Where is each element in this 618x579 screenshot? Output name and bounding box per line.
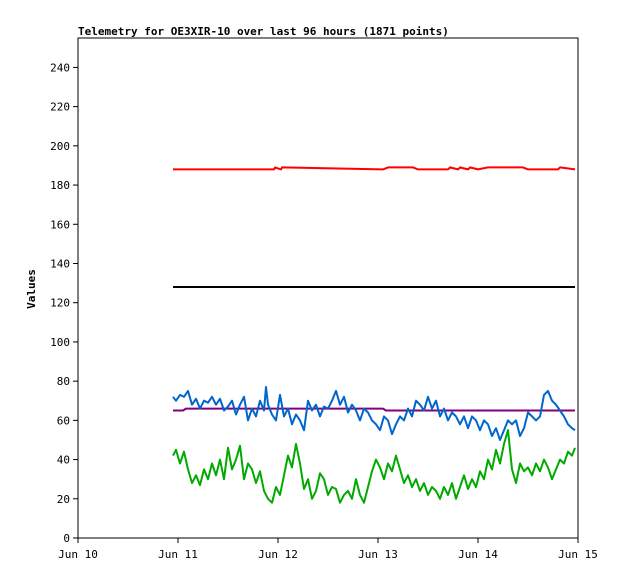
x-tick-label: Jun 12: [258, 548, 298, 561]
x-tick-label: Jun 13: [358, 548, 398, 561]
y-tick-label: 200: [50, 140, 70, 153]
y-tick-label: 60: [57, 414, 70, 427]
y-tick-label: 120: [50, 297, 70, 310]
y-tick-label: 180: [50, 179, 70, 192]
y-tick-label: 40: [57, 454, 70, 467]
y-axis-label: Values: [25, 269, 38, 309]
x-axis: Jun 10 Jun 11 Jun 12 Jun 13 Jun 14 Jun 15: [58, 538, 598, 561]
y-tick-label: 20: [57, 493, 70, 506]
chart-title: Telemetry for OE3XIR-10 over last 96 hou…: [78, 25, 449, 38]
y-tick-label: 140: [50, 257, 70, 270]
y-tick-label: 160: [50, 218, 70, 231]
series-line-3: [172, 386, 576, 441]
y-tick-label: 100: [50, 336, 70, 349]
y-tick-label: 220: [50, 101, 70, 114]
series-line-4: [172, 429, 576, 504]
series-layer: [172, 166, 576, 504]
series-line-2: [173, 407, 575, 412]
y-axis: 0 20 40 60 80 100 120 140 160 180 200 220 240: [50, 61, 78, 545]
y-tick-label: 240: [50, 61, 70, 74]
x-tick-label: Jun 15: [558, 548, 598, 561]
y-tick-label: 80: [57, 375, 70, 388]
x-tick-label: Jun 11: [158, 548, 198, 561]
x-tick-label: Jun 14: [458, 548, 498, 561]
series-line-0: [173, 166, 576, 171]
x-tick-label: Jun 10: [58, 548, 98, 561]
y-tick-label: 0: [63, 532, 70, 545]
